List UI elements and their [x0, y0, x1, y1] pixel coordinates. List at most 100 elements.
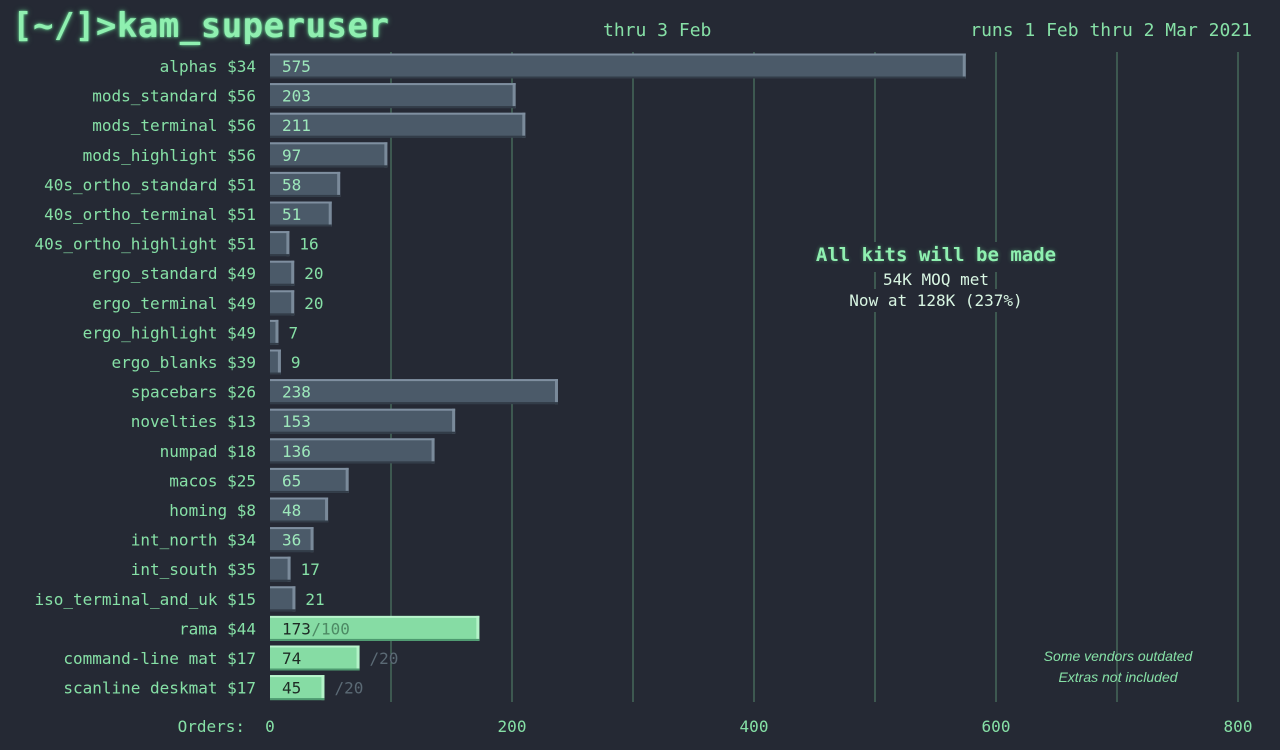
bar-bevel-top	[270, 290, 295, 293]
bar-bevel-top	[270, 112, 526, 115]
bar-bevel-bottom	[270, 165, 388, 168]
bar-bevel-right	[384, 142, 388, 168]
bar-bevel-bottom	[270, 372, 281, 375]
category-label: scanline deskmat $17	[63, 679, 256, 698]
category-label: mods_standard $56	[92, 87, 256, 106]
bar-bevel-right	[277, 349, 281, 375]
bar-bevel-top	[270, 586, 296, 589]
category-label: 40s_ortho_terminal $51	[44, 205, 256, 224]
bar-value-label: 153	[282, 412, 311, 431]
snapshot-date: thru 3 Feb	[603, 20, 712, 41]
bar	[270, 53, 966, 79]
bar-bevel-top	[270, 408, 456, 411]
bar	[270, 319, 279, 345]
bar-bevel-bottom	[270, 638, 480, 641]
bar-bevel-right	[522, 112, 526, 138]
bar-bevel-right	[292, 586, 296, 612]
bar-bevel-top	[270, 379, 558, 382]
category-label: ergo_terminal $49	[92, 294, 256, 313]
bar-bevel-bottom	[270, 402, 558, 405]
bar-bevel-right	[356, 645, 360, 671]
bar-bevel-top	[270, 319, 279, 322]
bar	[270, 438, 435, 464]
bar-bevel-right	[554, 379, 558, 405]
bar	[270, 556, 291, 582]
bar-value-label: 36	[282, 531, 301, 550]
bar	[270, 201, 332, 227]
bar-bevel-right	[431, 438, 435, 464]
category-label: int_south $35	[131, 560, 256, 579]
category-label: ergo_blanks $39	[112, 353, 257, 372]
bar-bevel-right	[962, 53, 966, 79]
bar-bevel-bottom	[270, 194, 341, 197]
category-label: homing $8	[169, 501, 256, 520]
bar	[270, 83, 516, 109]
page-title: [~/]>kam_superuser	[12, 6, 390, 46]
bar-value-label: 173	[282, 619, 311, 638]
bar-bevel-top	[270, 231, 290, 234]
category-label: mods_terminal $56	[92, 116, 256, 135]
bar-bevel-top	[270, 83, 516, 86]
bar-bevel-bottom	[270, 135, 526, 138]
bar	[270, 171, 341, 197]
bar-bevel-right	[476, 615, 480, 641]
bar-value-label: 45	[282, 679, 301, 698]
bar-bevel-bottom	[270, 698, 325, 701]
bar-bevel-right	[452, 408, 456, 434]
bar-bevel-bottom	[270, 579, 291, 582]
bar-value-label: 136	[282, 442, 311, 461]
bar	[270, 231, 290, 257]
category-label: numpad $18	[160, 442, 256, 461]
bar-value-label: 48	[282, 501, 301, 520]
bar-value-label: 211	[282, 116, 311, 135]
bar-value-label: 58	[282, 175, 301, 194]
callout-headline: All kits will be made	[815, 242, 1057, 272]
category-label: command-line mat $17	[63, 649, 256, 668]
bar-value-label: 21	[305, 590, 324, 609]
bar	[270, 408, 456, 434]
x-tick-label: 0	[265, 717, 275, 736]
bar-bevel-right	[512, 83, 516, 109]
bar-bevel-top	[270, 645, 360, 648]
bar-target-label: /20	[370, 649, 399, 668]
bar-bevel-right	[337, 171, 341, 197]
x-tick-label: 400	[740, 717, 769, 736]
category-label: iso_terminal_and_uk $15	[34, 590, 256, 609]
category-label: ergo_standard $49	[92, 264, 256, 283]
bar	[270, 467, 349, 493]
category-label: alphas $34	[160, 57, 256, 76]
category-label: macos $25	[169, 471, 256, 490]
bar-bevel-top	[270, 497, 329, 500]
bar-bevel-top	[270, 615, 480, 618]
category-label: spacebars $26	[131, 383, 256, 402]
bar-bevel-top	[270, 349, 281, 352]
x-tick-label: 200	[498, 717, 527, 736]
bar-bevel-top	[270, 53, 966, 56]
bar-bevel-top	[270, 556, 291, 559]
bar-bevel-right	[291, 260, 295, 286]
note-vendors: Some vendors outdated	[1043, 648, 1193, 664]
bar	[270, 615, 480, 641]
bar-bevel-right	[291, 290, 295, 316]
category-label: 40s_ortho_highlight $51	[34, 235, 256, 254]
category-label: rama $44	[179, 619, 256, 638]
note-extras: Extras not included	[1058, 669, 1178, 685]
bar	[270, 586, 296, 612]
bar-target-label: /20	[334, 679, 363, 698]
bar	[270, 379, 558, 405]
bar-bevel-bottom	[270, 461, 435, 464]
bar	[270, 349, 281, 375]
bar-bevel-bottom	[270, 490, 349, 493]
bar-bevel-bottom	[270, 342, 279, 345]
category-label: novelties $13	[131, 412, 256, 431]
bar-value-label: 16	[299, 235, 318, 254]
bar-bevel-bottom	[270, 224, 332, 227]
bar-bevel-bottom	[270, 668, 360, 671]
bar-bevel-bottom	[270, 609, 296, 612]
bar-bevel-right	[345, 467, 349, 493]
bar-bevel-bottom	[270, 106, 516, 109]
bar-bevel-top	[270, 201, 332, 204]
bar-value-label: 238	[282, 383, 311, 402]
bar-value-label: 575	[282, 57, 311, 76]
